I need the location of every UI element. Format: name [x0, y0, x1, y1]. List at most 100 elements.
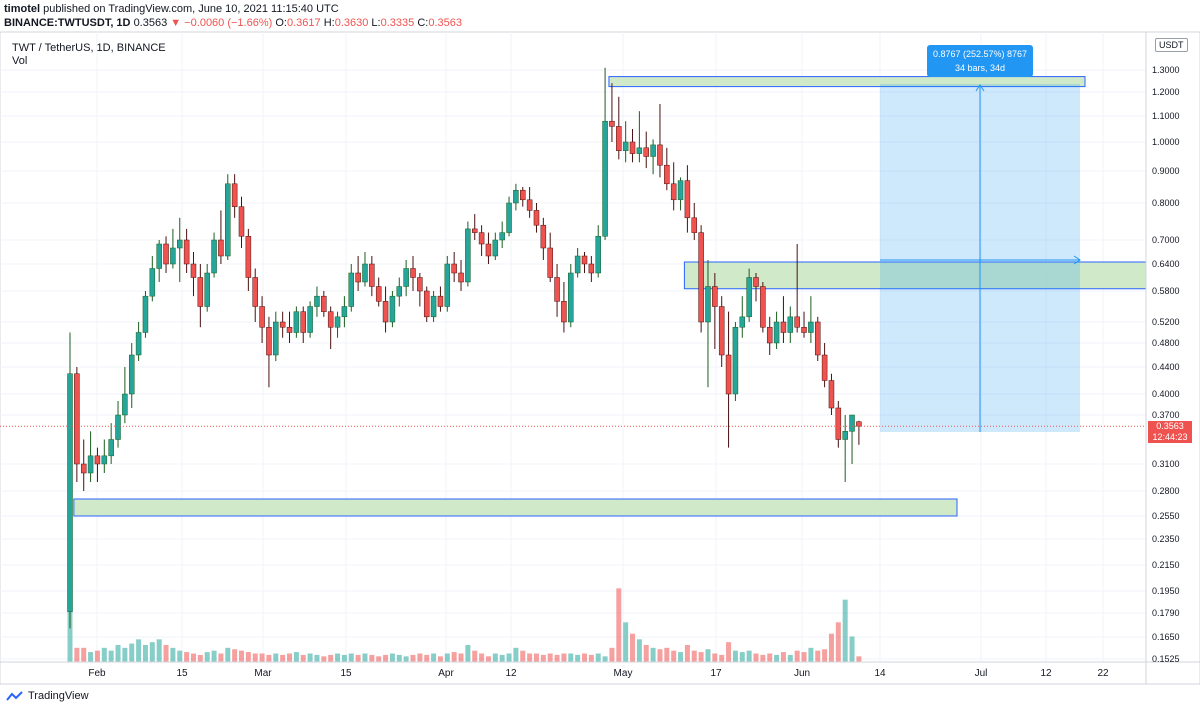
candle-body — [115, 414, 121, 440]
price-tick-label: 0.3700 — [1152, 410, 1180, 420]
volume-bar — [122, 647, 128, 662]
volume-bar — [616, 588, 622, 662]
candle-body — [760, 286, 766, 328]
volume-bar — [568, 653, 574, 662]
candle-body — [80, 463, 87, 474]
candle-body — [684, 180, 691, 219]
volume-bar — [211, 650, 217, 662]
candle-body — [458, 272, 464, 283]
volume-bar — [149, 642, 155, 662]
close-label: C: — [417, 17, 429, 29]
candle-body — [554, 277, 560, 302]
volume-bar — [321, 656, 327, 662]
candle-body — [389, 295, 396, 323]
volume-bar — [506, 653, 512, 662]
volume-bar — [630, 633, 636, 662]
candle-body — [746, 277, 752, 318]
price-tick-label: 0.2800 — [1152, 486, 1180, 496]
countdown-timer: 12:44:23 — [1152, 432, 1188, 442]
volume-bar — [732, 650, 738, 662]
symbol-label: BINANCE:TWTUSDT, 1D — [4, 17, 131, 29]
candle-body — [375, 286, 382, 302]
volume-bars — [67, 577, 862, 662]
candle-body — [273, 321, 279, 356]
price-scale[interactable]: 1.3000 1.2000 1.1000 1.0000 0.9000 0.8000 0.70… — [1152, 65, 1180, 664]
candle-body — [616, 126, 622, 151]
volume-bar — [190, 653, 196, 662]
volume-bar — [458, 653, 464, 662]
volume-bar — [499, 654, 505, 662]
candle-body — [602, 120, 608, 237]
price-tick-label: 1.2000 — [1152, 87, 1180, 97]
candle-body — [499, 232, 505, 241]
currency-button[interactable]: USDT — [1155, 38, 1188, 52]
time-tick-label: 12 — [505, 668, 517, 679]
measure-arrow-head-icon — [1073, 255, 1081, 265]
volume-bar — [787, 654, 793, 662]
volume-bar — [129, 643, 135, 662]
candle-body — [87, 455, 94, 474]
volume-bar — [383, 654, 389, 662]
candle-body — [430, 295, 437, 318]
candle-body — [718, 306, 725, 356]
open-value: 0.3617 — [286, 17, 321, 29]
candles — [67, 67, 862, 629]
candle-body — [698, 232, 704, 323]
price-tick-label: 0.1525 — [1152, 654, 1180, 664]
candle-body — [561, 301, 567, 323]
candle-body — [238, 206, 245, 237]
volume-bar — [362, 653, 368, 662]
last-price-marker: 0.3563 12:44:23 — [1148, 421, 1192, 443]
volume-bar — [245, 652, 251, 662]
volume-bar — [582, 653, 587, 662]
volume-bar — [472, 650, 478, 662]
volume-bar — [767, 653, 773, 662]
volume-bar — [774, 654, 780, 662]
candle-body — [252, 277, 258, 307]
volume-legend: Vol — [12, 55, 28, 67]
price-tick-label: 0.6400 — [1152, 259, 1180, 269]
candle-body — [849, 414, 855, 432]
volume-bar — [602, 656, 608, 662]
volume-bar — [314, 654, 320, 662]
volume-bar — [815, 650, 821, 662]
candle-body — [492, 239, 499, 257]
author-name[interactable]: timotel — [4, 3, 41, 15]
candle-body — [451, 263, 457, 274]
volume-bar — [417, 653, 423, 662]
price-marker-value: 0.3563 — [1156, 421, 1184, 431]
volume-bar — [136, 639, 142, 662]
volume-bar — [252, 653, 258, 662]
volume-bar — [856, 656, 862, 662]
volume-bar — [746, 650, 752, 662]
candle-body — [670, 183, 677, 201]
measure-tool[interactable] — [0, 84, 1146, 432]
volume-bar — [595, 653, 601, 662]
volume-bar — [760, 654, 766, 662]
volume-bar — [650, 647, 656, 662]
volume-bar — [239, 650, 244, 662]
candle-body — [286, 327, 293, 333]
price-tick-label: 0.9000 — [1152, 166, 1180, 176]
volume-bar — [801, 652, 807, 662]
brand-name[interactable]: TradingView — [28, 690, 89, 702]
price-tick-label: 1.1000 — [1152, 111, 1180, 121]
volume-bar — [609, 647, 615, 662]
candle-body — [355, 272, 361, 283]
volume-bar — [636, 639, 642, 662]
candle-body — [183, 239, 190, 265]
candle-body — [766, 327, 773, 344]
candle-body — [122, 393, 128, 416]
high-label: H: — [323, 17, 335, 29]
support-resistance-zone — [608, 76, 1086, 88]
candle-body — [348, 272, 355, 307]
candle-body — [279, 321, 286, 328]
chart-frame — [0, 31, 1200, 685]
candle-body — [362, 263, 368, 283]
zones — [73, 76, 1147, 517]
volume-bar — [156, 639, 162, 662]
time-scale[interactable]: Feb 15 Mar 15 Apr 12 May 17 Jun 14 Jul 12 22 — [88, 668, 1109, 679]
candle-body — [204, 272, 210, 307]
candle-body — [643, 147, 649, 157]
